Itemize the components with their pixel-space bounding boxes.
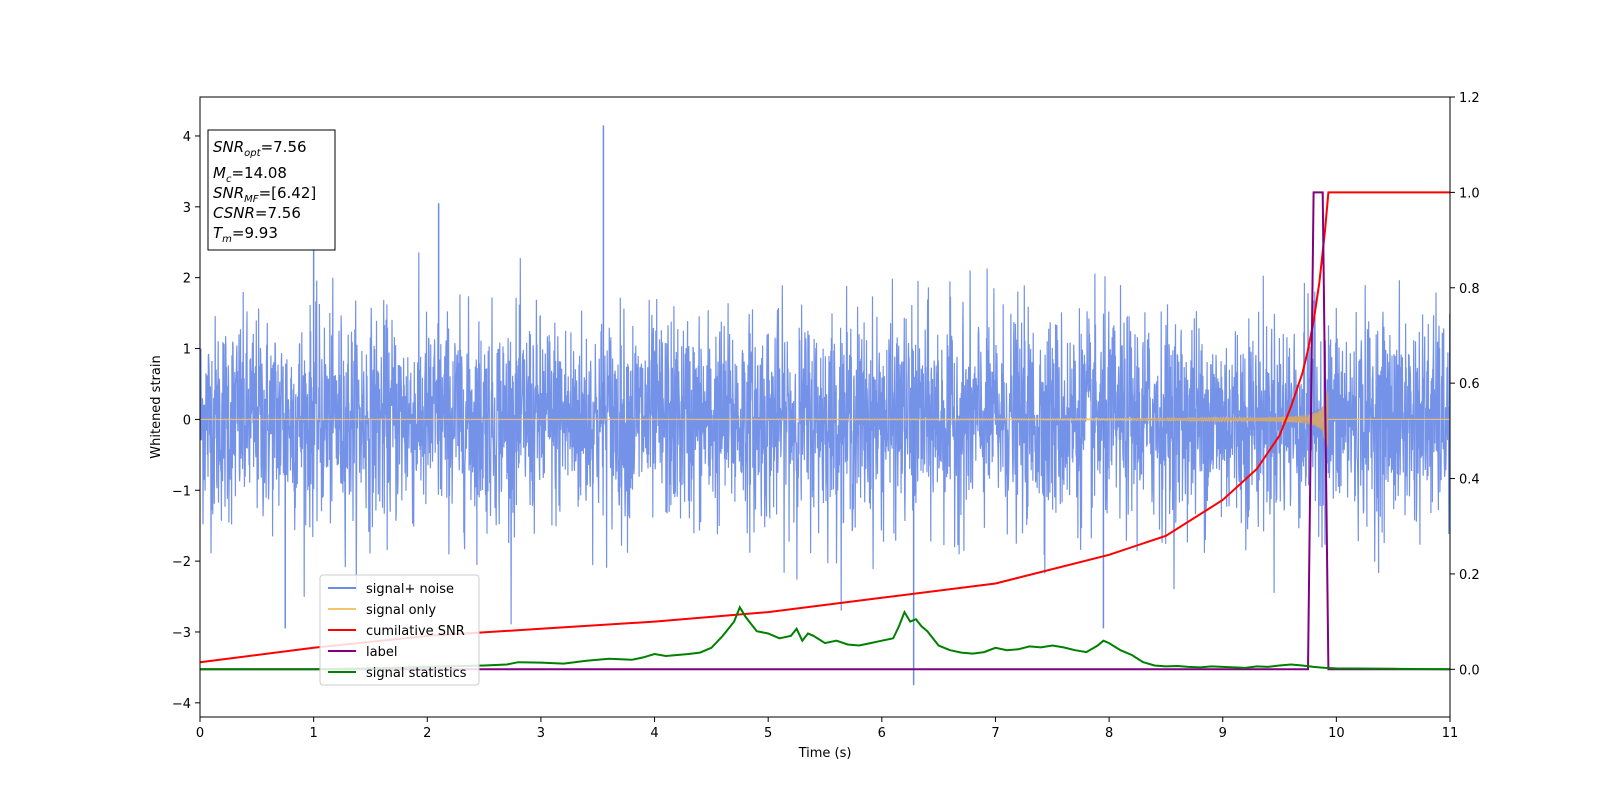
y-right-tick-label: 0.2: [1459, 568, 1480, 583]
x-tick-label: 11: [1442, 726, 1459, 741]
annotation-frame: [207, 129, 336, 251]
plot-frame: [199, 96, 1451, 718]
stats-annotation-box: SNRopt=7.56 Mc=14.08 SNRMF=[6.42] CSNR=7…: [207, 129, 336, 251]
x-tick-label: 10: [1328, 726, 1345, 741]
annotation-line-snr-mf: SNRMF=[6.42]: [213, 184, 316, 205]
series-signal-statistics-line: [200, 605, 1450, 671]
y-left-tick-label: 4: [183, 130, 191, 145]
x-tick-label: 3: [537, 726, 545, 741]
signal-only-envelope: [1131, 392, 1329, 447]
y-right-tick-label: 0.0: [1459, 663, 1480, 678]
x-tick-label: 8: [1105, 726, 1113, 741]
x-tick-label: 7: [991, 726, 999, 741]
y-right-tick-label: 0.6: [1459, 377, 1480, 392]
legend-label: signal+ noise: [366, 582, 454, 597]
x-tick-label: 4: [650, 726, 658, 741]
ticks-layer: 0 1 2 3 4 5 6 7 8 9 10 11 −4 −3 −2 −1 0 1 2 3 4 0.0 0.2 0.4 0.6 0…: [172, 91, 1480, 741]
y-axis-label: Whitened strain: [149, 355, 164, 458]
y-right-tick-label: 0.4: [1459, 473, 1480, 488]
y-right-tick-label: 1.0: [1459, 186, 1480, 201]
legend-label: signal statistics: [366, 666, 467, 681]
y-left-tick-label: 1: [183, 343, 191, 358]
y-right-tick-label: 0.8: [1459, 282, 1480, 297]
legend-frame: [319, 574, 480, 686]
legend-label: signal only: [366, 603, 436, 618]
x-tick-label: 1: [309, 726, 317, 741]
y-left-tick-label: 3: [183, 201, 191, 216]
annotation-line-snr-opt: SNRopt=7.56: [213, 138, 307, 159]
y-right-tick-label: 1.2: [1459, 91, 1480, 106]
annotation-line-tm: Tm=9.93: [213, 224, 278, 245]
y-left-tick-label: 2: [183, 272, 191, 287]
x-axis-label: Time (s): [798, 746, 852, 761]
x-tick-label: 5: [764, 726, 772, 741]
y-left-tick-label: −1: [172, 484, 191, 499]
legend: signal+ noise signal only cumilative SNR la…: [319, 574, 480, 686]
x-tick-label: 9: [1219, 726, 1227, 741]
legend-label: cumilative SNR: [366, 624, 465, 639]
x-tick-label: 2: [423, 726, 431, 741]
legend-label: label: [366, 645, 397, 660]
series-cumilative-snr-line: [200, 191, 1450, 664]
series-layer: [200, 125, 1450, 686]
x-tick-label: 0: [196, 726, 204, 741]
y-left-tick-label: 0: [183, 413, 191, 428]
y-left-tick-label: −2: [172, 555, 191, 570]
y-left-tick-label: −4: [172, 697, 191, 712]
annotation-line-mc: Mc=14.08: [213, 164, 287, 185]
series-signal-noise-line: [200, 252, 1450, 625]
y-left-tick-label: −3: [172, 626, 191, 641]
annotation-line-csnr: CSNR=7.56: [213, 204, 301, 222]
x-tick-label: 6: [878, 726, 886, 741]
